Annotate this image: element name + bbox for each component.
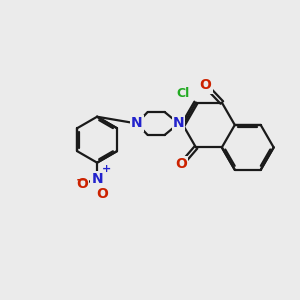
Text: O: O xyxy=(175,158,187,172)
Text: Cl: Cl xyxy=(176,87,189,100)
Text: N: N xyxy=(131,116,142,130)
Text: N: N xyxy=(91,172,103,186)
Text: O: O xyxy=(76,177,88,191)
Text: N: N xyxy=(173,116,184,130)
Text: +: + xyxy=(102,164,111,174)
Text: O: O xyxy=(200,79,212,92)
Text: O: O xyxy=(96,187,108,201)
Text: −: − xyxy=(75,174,86,187)
